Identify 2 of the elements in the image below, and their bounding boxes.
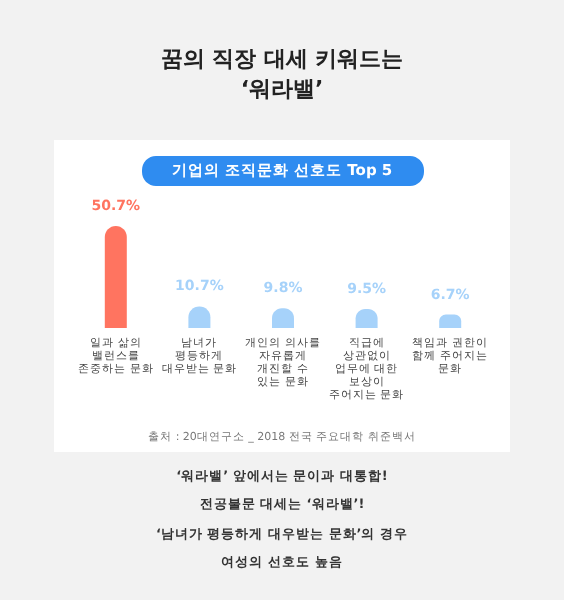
chart-title: 꿈의 직장 대세 키워드는 ‘워라밸’ [160,46,404,102]
bar [104,226,127,328]
